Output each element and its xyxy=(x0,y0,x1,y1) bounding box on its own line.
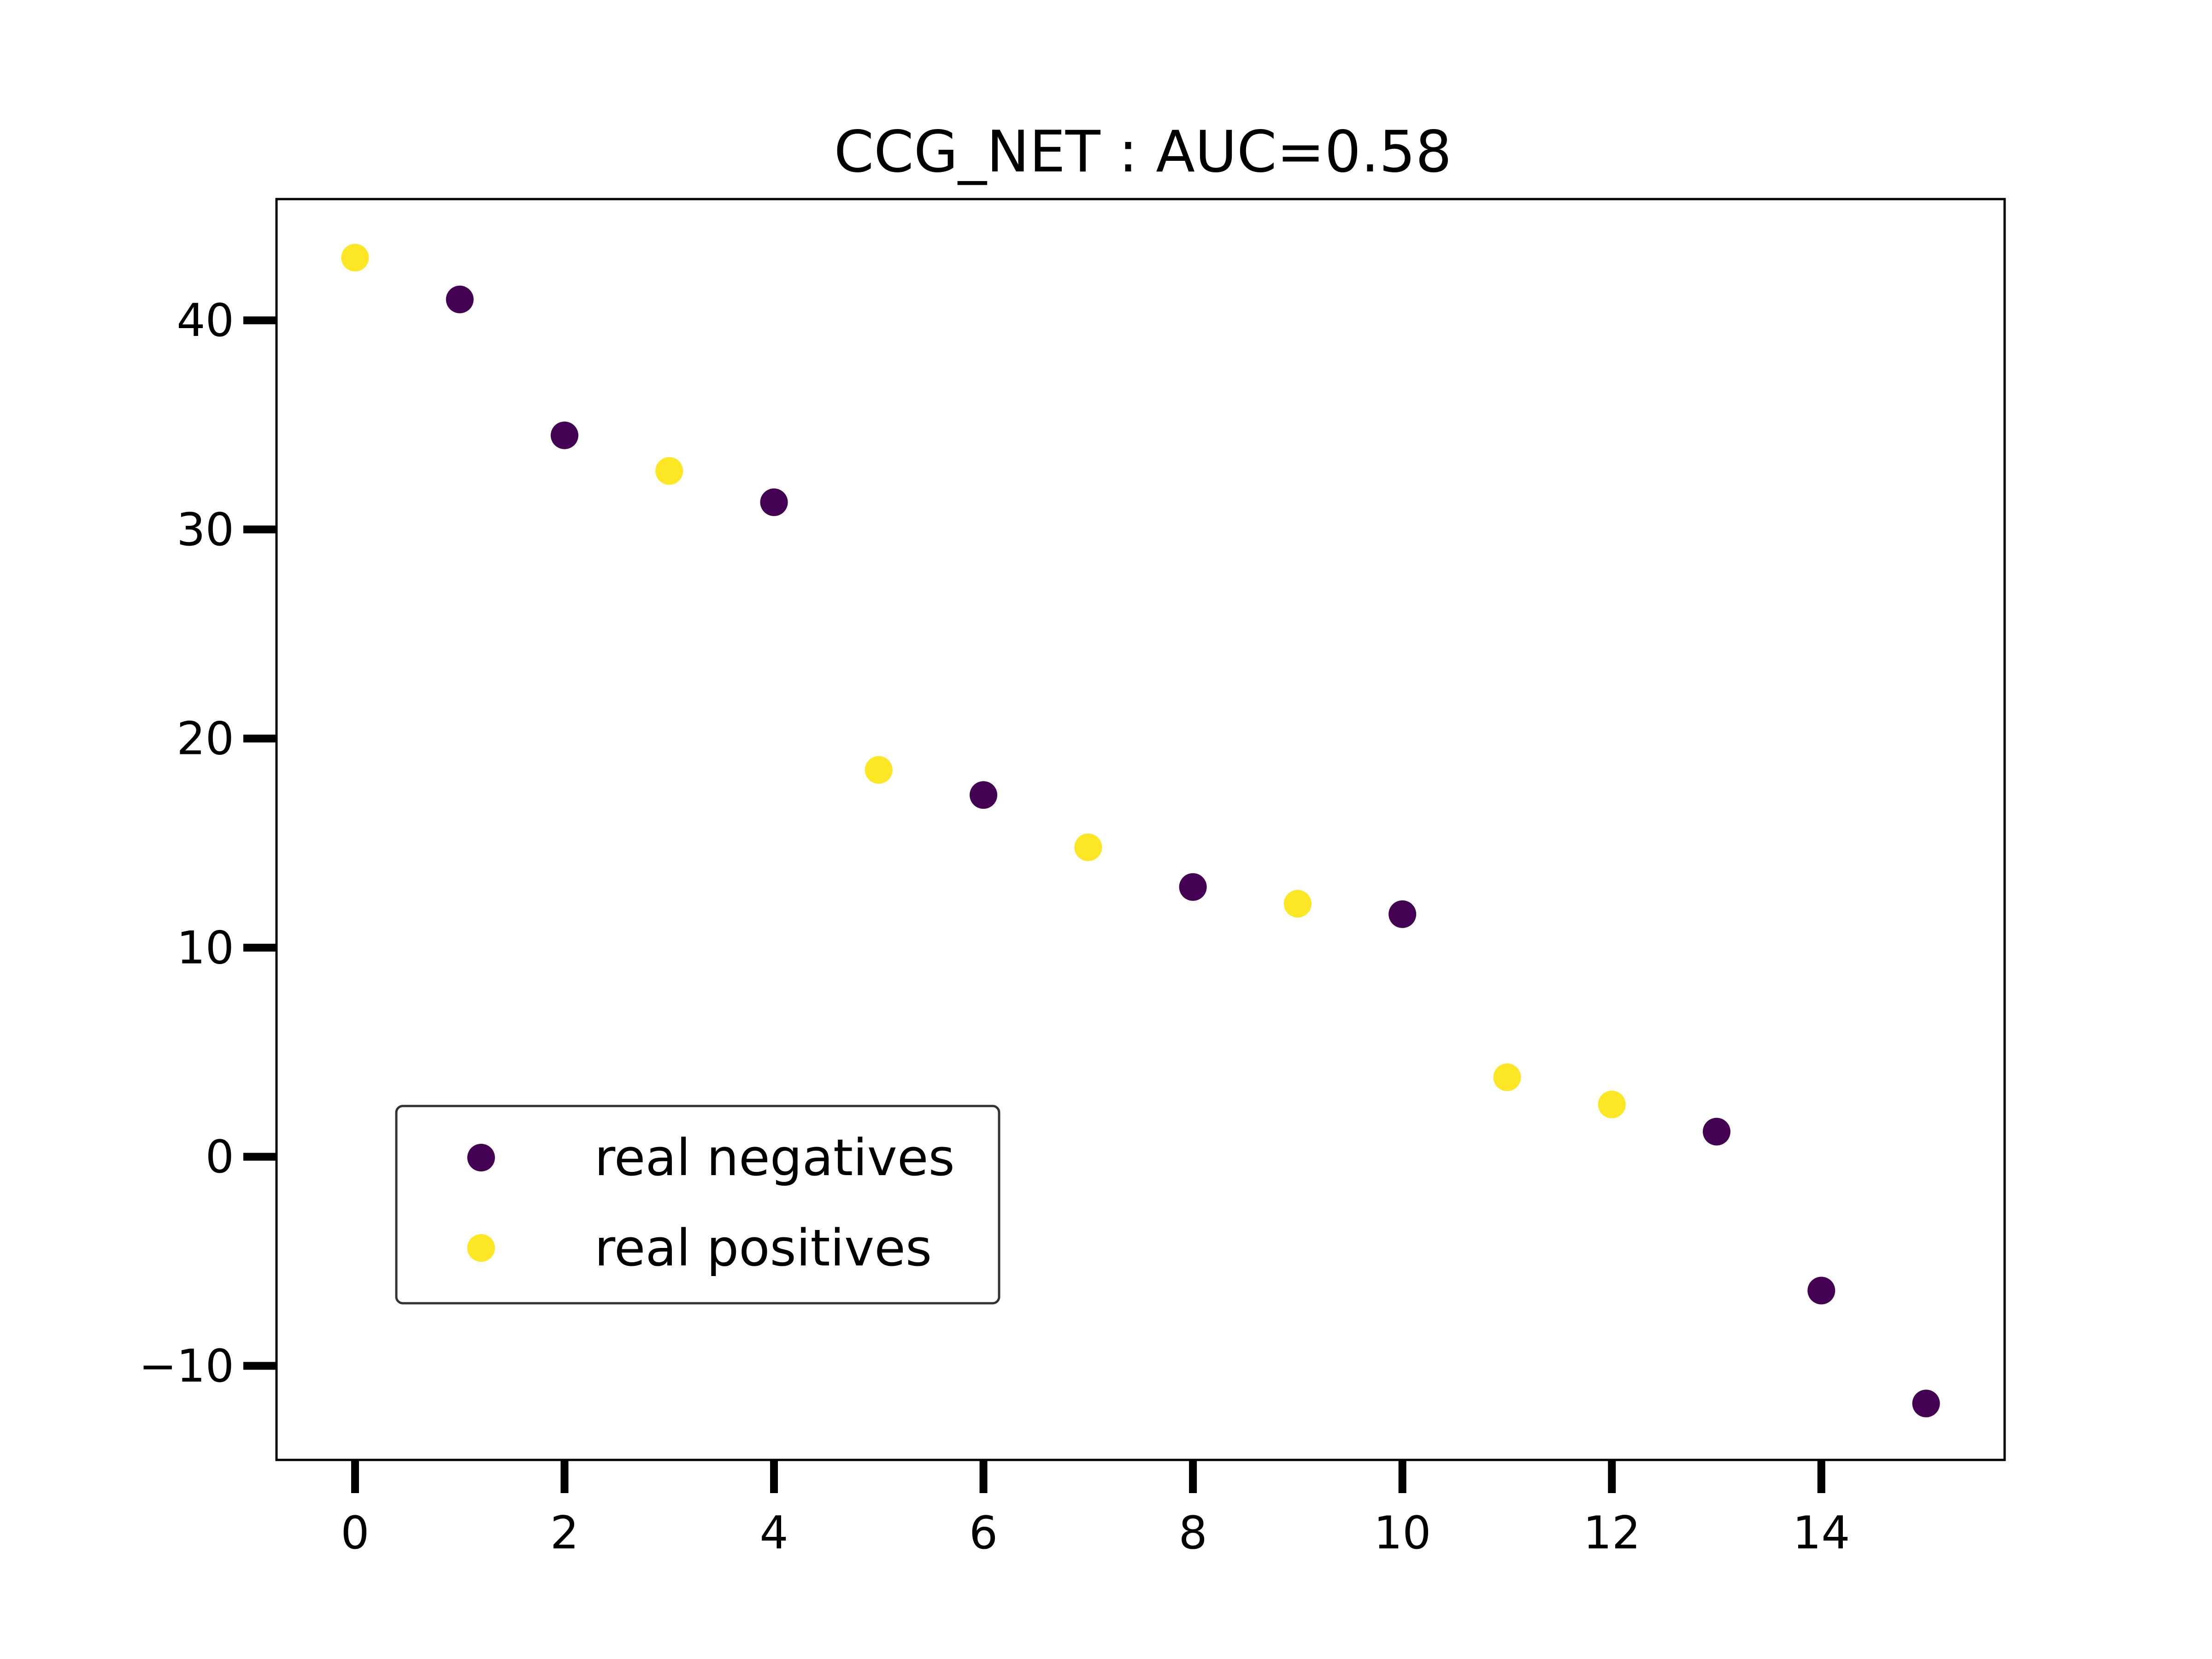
x-tick-label: 10 xyxy=(1374,1507,1431,1559)
data-point-real-positives xyxy=(1493,1063,1521,1091)
y-tick-label: 30 xyxy=(176,504,234,556)
legend-label-real-negatives: real negatives xyxy=(594,1128,955,1187)
x-tick-label: 6 xyxy=(969,1507,998,1559)
legend-marker-real-positives xyxy=(467,1234,495,1262)
legend-marker-real-negatives xyxy=(467,1144,495,1171)
y-tick-label: 10 xyxy=(176,922,234,974)
legend-frame xyxy=(395,1105,1000,1305)
plot-area-frame xyxy=(275,198,2006,1461)
data-point-real-positives xyxy=(1283,890,1312,918)
y-tick-label: 40 xyxy=(176,294,234,347)
chart-title: CCG_NET : AUC=0.58 xyxy=(834,119,1452,185)
data-point-real-positives xyxy=(1598,1090,1626,1118)
data-point-real-negatives xyxy=(551,421,578,449)
data-point-real-negatives xyxy=(1807,1277,1835,1305)
points-layer xyxy=(341,244,1940,1418)
y-tick-label: 20 xyxy=(176,713,234,765)
data-point-real-negatives xyxy=(1388,900,1417,928)
x-tick-label: 8 xyxy=(1178,1507,1207,1559)
x-axis: 0 2 4 6 8 10 12 14 xyxy=(341,1460,1850,1559)
x-tick-label: 0 xyxy=(341,1507,369,1559)
y-axis: −10 0 10 20 30 40 xyxy=(139,294,276,1393)
legend: real negatives real positives xyxy=(395,1105,1000,1305)
data-point-real-positives xyxy=(1074,833,1102,861)
data-point-real-positives xyxy=(865,756,893,784)
data-point-real-negatives xyxy=(970,781,998,809)
data-point-real-negatives xyxy=(760,488,788,516)
data-point-real-positives xyxy=(655,457,683,485)
data-point-real-negatives xyxy=(1912,1389,1940,1418)
x-tick-label: 4 xyxy=(759,1507,788,1559)
data-point-real-negatives xyxy=(1179,873,1207,901)
x-tick-label: 2 xyxy=(550,1507,579,1559)
data-point-real-positives xyxy=(341,244,369,272)
data-point-real-negatives xyxy=(446,285,474,313)
data-point-real-negatives xyxy=(1703,1118,1730,1146)
x-tick-label: 12 xyxy=(1583,1507,1641,1559)
legend-label-real-positives: real positives xyxy=(594,1218,932,1277)
y-tick-label: 0 xyxy=(206,1131,234,1183)
x-tick-label: 14 xyxy=(1793,1507,1850,1559)
y-tick-label: −10 xyxy=(139,1340,234,1393)
